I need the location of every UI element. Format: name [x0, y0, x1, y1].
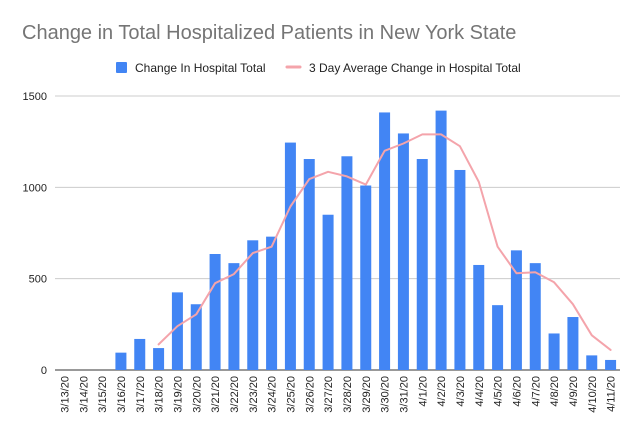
y-tick-label: 1000 — [23, 182, 47, 194]
bar-3-19-20[interactable] — [171, 292, 183, 370]
x-tick-label: 4/4/20 — [474, 376, 486, 407]
bar-3-27-20[interactable] — [322, 214, 334, 370]
bar-3-18-20[interactable] — [153, 348, 165, 370]
x-tick-label: 3/18/20 — [154, 376, 166, 413]
bar-3-29-20[interactable] — [360, 185, 372, 370]
x-tick-label: 3/31/20 — [398, 376, 410, 413]
x-tick-label: 3/27/20 — [323, 376, 335, 413]
bar-series — [115, 110, 617, 370]
legend-swatch-bars[interactable] — [116, 62, 127, 73]
x-tick-label: 3/26/20 — [304, 376, 316, 413]
legend-label-line: 3 Day Average Change in Hospital Total — [309, 61, 521, 75]
x-tick-label: 3/30/20 — [380, 376, 392, 413]
x-tick-label: 3/19/20 — [172, 376, 184, 413]
x-tick-label: 3/13/20 — [59, 376, 71, 413]
x-axis: 3/13/20 3/14/20 3/15/20 3/16/20 3/17/20 3/18/… — [59, 376, 617, 413]
x-tick-label: 3/16/20 — [116, 376, 128, 413]
bar-3-31-20[interactable] — [397, 133, 409, 370]
chart-title: Change in Total Hospitalized Patients in… — [22, 22, 517, 44]
bar-3-25-20[interactable] — [284, 142, 296, 370]
x-tick-label: 3/17/20 — [135, 376, 147, 413]
bar-3-21-20[interactable] — [209, 254, 221, 370]
x-tick-label: 3/21/20 — [210, 376, 222, 413]
x-tick-label: 3/14/20 — [78, 376, 90, 413]
x-tick-label: 4/9/20 — [568, 376, 580, 407]
x-tick-label: 3/29/20 — [361, 376, 373, 413]
x-tick-label: 4/3/20 — [455, 376, 467, 407]
bar-4-1-20[interactable] — [416, 159, 428, 370]
x-tick-label: 4/7/20 — [530, 376, 542, 407]
x-tick-label: 4/10/20 — [587, 376, 599, 413]
average-line[interactable] — [157, 133, 612, 351]
x-tick-label: 4/11/20 — [606, 376, 618, 412]
bar-4-10-20[interactable] — [586, 355, 598, 370]
bar-4-5-20[interactable] — [492, 305, 504, 370]
bar-4-3-20[interactable] — [454, 169, 466, 370]
bar-3-22-20[interactable] — [228, 263, 240, 370]
x-tick-label: 3/15/20 — [97, 376, 109, 413]
bar-4-9-20[interactable] — [567, 317, 579, 370]
y-tick-label: 1500 — [23, 91, 47, 103]
bar-4-7-20[interactable] — [529, 263, 541, 370]
bar-3-23-20[interactable] — [247, 240, 259, 370]
legend: Change In Hospital Total 3 Day Average C… — [116, 61, 521, 75]
line-series — [157, 133, 612, 351]
bar-4-11-20[interactable] — [605, 359, 617, 370]
x-tick-label: 4/6/20 — [511, 376, 523, 407]
x-tick-label: 4/2/20 — [436, 376, 448, 407]
bar-3-24-20[interactable] — [266, 236, 278, 370]
x-tick-label: 3/25/20 — [285, 376, 297, 413]
bar-3-20-20[interactable] — [190, 304, 202, 370]
x-tick-label: 3/22/20 — [229, 376, 241, 413]
x-tick-label: 3/20/20 — [191, 376, 203, 413]
bar-3-30-20[interactable] — [379, 112, 391, 370]
y-tick-label: 0 — [41, 365, 47, 377]
x-tick-label: 4/5/20 — [493, 376, 505, 407]
bar-3-16-20[interactable] — [115, 352, 127, 370]
bar-4-4-20[interactable] — [473, 264, 485, 370]
bar-4-2-20[interactable] — [435, 110, 447, 370]
bar-3-26-20[interactable] — [303, 159, 315, 370]
bar-4-6-20[interactable] — [510, 250, 522, 370]
x-tick-label: 4/1/20 — [417, 376, 429, 407]
bar-3-17-20[interactable] — [134, 338, 146, 370]
bar-4-8-20[interactable] — [548, 333, 560, 370]
x-tick-label: 3/23/20 — [248, 376, 260, 413]
x-tick-label: 3/28/20 — [342, 376, 354, 413]
x-tick-label: 3/24/20 — [267, 376, 279, 413]
gridlines — [55, 95, 620, 371]
x-tick-label: 4/8/20 — [549, 376, 561, 407]
y-axis: 0 500 1000 1500 — [23, 91, 47, 377]
y-tick-label: 500 — [29, 274, 47, 286]
legend-label-bars: Change In Hospital Total — [135, 61, 266, 75]
bar-3-28-20[interactable] — [341, 156, 353, 370]
